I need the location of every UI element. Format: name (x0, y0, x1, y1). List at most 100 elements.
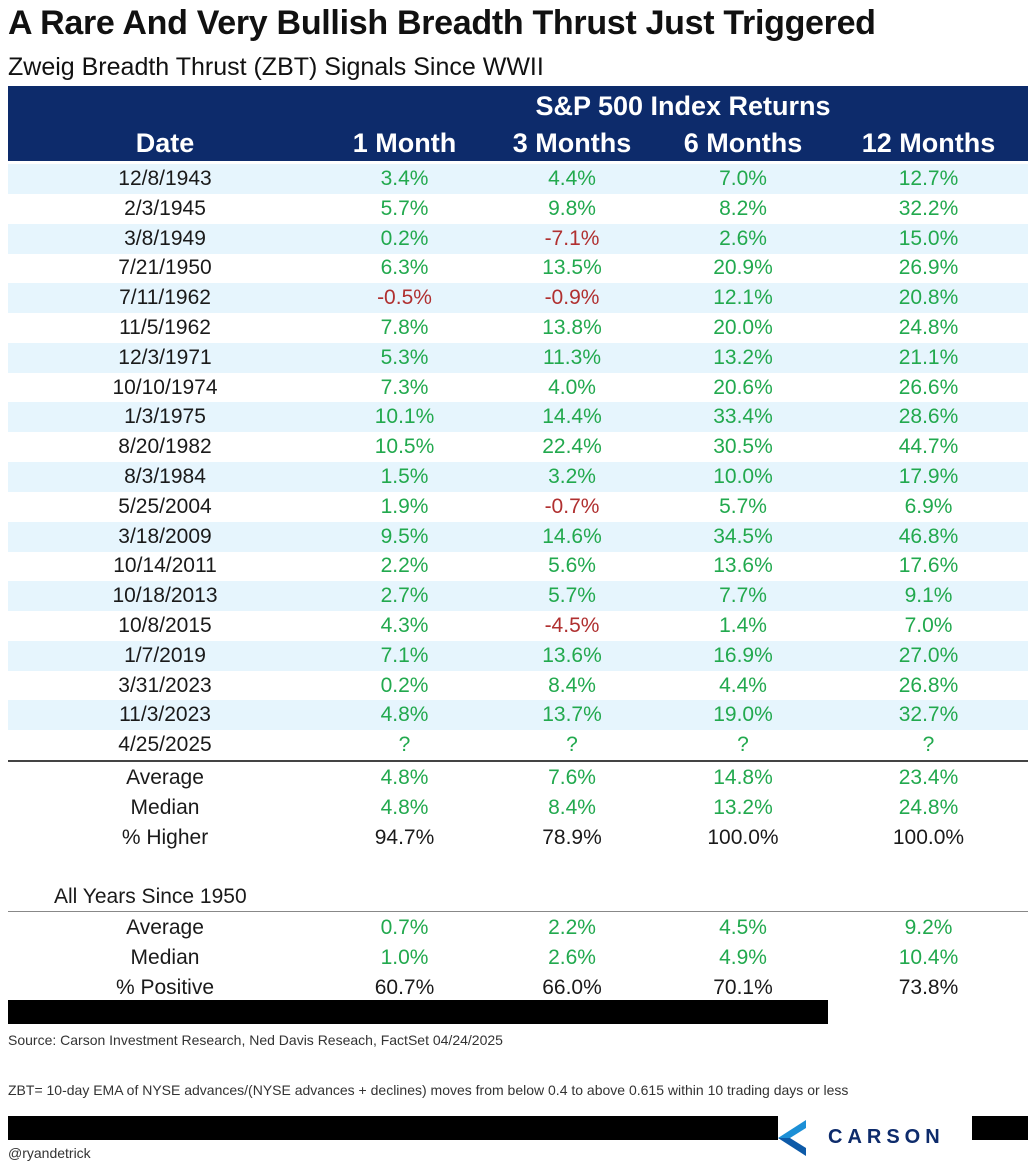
date-cell: 8/20/1982 (118, 435, 212, 459)
return-cell: 6.3% (380, 256, 429, 280)
table-row: 3/18/2009 9.5% 14.6% 34.5% 46.8% (8, 521, 1028, 552)
column-header-6-months: 6 Months (683, 128, 803, 158)
table-row: 3/31/2023 0.2% 8.4% 4.4% 26.8% (8, 671, 1028, 701)
return-cell: 20.9% (713, 256, 773, 280)
return-cell: 0.2% (380, 226, 429, 250)
date-cell: 1/3/1975 (124, 405, 206, 429)
return-cell: 5.6% (548, 554, 596, 578)
table-row: 12/3/1971 5.3% 11.3% 13.2% 21.1% (8, 342, 1028, 373)
carson-logo-text: CARSON (828, 1126, 945, 1148)
return-cell: -0.9% (544, 286, 600, 310)
table-header: S&P 500 Index Returns Date 1 Month 3 Mon… (8, 86, 1028, 161)
return-cell: 9.8% (548, 196, 596, 220)
date-cell: 8/3/1984 (124, 465, 206, 488)
return-cell: 12.7% (898, 167, 959, 190)
summary-value: 60.7% (374, 976, 435, 999)
return-cell: 5.7% (548, 584, 596, 608)
return-cell: 4.0% (548, 375, 596, 399)
redaction-bar (8, 1000, 828, 1024)
return-cell: 15.0% (898, 226, 959, 250)
summary-row: Average 0.7% 2.2% 4.5% 9.2% (8, 913, 1028, 943)
return-cell: 3.2% (548, 465, 596, 488)
summary-value: 2.6% (548, 946, 596, 969)
column-header-1-month: 1 Month (352, 128, 457, 158)
return-cell: 8.4% (548, 673, 596, 697)
return-cell: 17.9% (898, 465, 959, 488)
return-cell: 2.6% (719, 226, 767, 250)
summary-value: 4.8% (380, 796, 429, 819)
return-cell: 34.5% (713, 524, 773, 548)
page-subtitle: Zweig Breadth Thrust (ZBT) Signals Since… (8, 53, 544, 81)
return-cell: 8.2% (719, 196, 767, 220)
summary-value: 4.5% (719, 916, 767, 939)
return-cell: 32.7% (898, 703, 959, 727)
date-cell: 7/21/1950 (118, 256, 212, 280)
summary-label: Average (126, 766, 204, 789)
summary-value: 2.2% (548, 916, 596, 939)
return-cell: 13.6% (542, 643, 602, 667)
summary-value: 8.4% (548, 796, 596, 819)
summary-row: Median 4.8% 8.4% 13.2% 24.8% (8, 793, 1028, 823)
return-cell: 28.6% (898, 405, 959, 429)
date-cell: 3/18/2009 (118, 524, 212, 548)
return-cell: 32.2% (898, 196, 959, 220)
return-cell: 13.6% (713, 554, 773, 578)
return-cell: ? (566, 733, 578, 757)
return-cell: 2.2% (380, 554, 429, 578)
return-cell: 1.4% (719, 614, 767, 637)
return-cell: 5.7% (719, 494, 767, 518)
return-cell: 7.8% (380, 316, 429, 339)
return-cell: 7.1% (380, 643, 429, 667)
summary-value: 0.7% (380, 916, 429, 939)
column-header-3-months: 3 Months (512, 128, 632, 158)
table-row: 1/3/1975 10.1% 14.4% 33.4% 28.6% (8, 402, 1028, 433)
summary-row: % Higher 94.7% 78.9% 100.0% 100.0% (8, 823, 1028, 853)
summary-label: Median (130, 796, 200, 819)
date-cell: 1/7/2019 (124, 643, 206, 667)
group-header: S&P 500 Index Returns (535, 91, 831, 121)
summary-label: Average (126, 916, 204, 939)
redaction-bar (972, 1116, 1028, 1140)
summary-value: 23.4% (898, 766, 959, 789)
date-cell: 10/14/2011 (113, 554, 217, 578)
table-row: 7/21/1950 6.3% 13.5% 20.9% 26.9% (8, 253, 1028, 283)
return-cell: 20.8% (898, 286, 959, 310)
date-cell: 10/18/2013 (112, 584, 218, 608)
date-cell: 7/11/1962 (119, 286, 211, 310)
date-cell: 3/8/1949 (124, 226, 206, 250)
return-cell: 46.8% (898, 524, 959, 548)
summary-value: 9.2% (904, 916, 953, 939)
summary-value: 66.0% (542, 976, 602, 999)
table-row: 11/3/2023 4.8% 13.7% 19.0% 32.7% (8, 700, 1028, 731)
return-cell: 16.9% (713, 643, 773, 667)
table-row: 1/7/2019 7.1% 13.6% 16.9% 27.0% (8, 640, 1028, 671)
return-cell: 4.3% (380, 614, 429, 637)
return-cell: 9.5% (380, 524, 429, 548)
table-row: 5/25/2004 1.9% -0.7% 5.7% 6.9% (8, 492, 1028, 522)
return-cell: 27.0% (898, 643, 959, 667)
summary-row: Average 4.8% 7.6% 14.8% 23.4% (8, 763, 1028, 793)
table-row: 10/14/2011 2.2% 5.6% 13.6% 17.6% (8, 551, 1028, 581)
return-cell: 26.8% (898, 673, 959, 697)
all-years-label: All Years Since 1950 (54, 885, 247, 908)
date-cell: 12/8/1943 (118, 167, 212, 190)
return-cell: 5.7% (380, 196, 429, 220)
summary-value: 94.7% (374, 826, 435, 849)
return-cell: 14.6% (542, 524, 602, 548)
carson-logo-icon (778, 1120, 806, 1156)
summary-value: 70.1% (713, 976, 773, 999)
return-cell: 7.0% (904, 614, 953, 637)
return-cell: 11.3% (543, 345, 601, 369)
return-cell: 4.4% (548, 167, 596, 190)
return-cell: 24.8% (898, 316, 959, 339)
date-cell: 5/25/2004 (118, 494, 212, 518)
return-cell: 1.9% (380, 494, 429, 518)
return-cell: 0.2% (380, 673, 429, 697)
all-years-divider (8, 911, 1028, 912)
summary-value: 1.0% (380, 946, 429, 969)
return-cell: 10.1% (374, 405, 435, 429)
return-cell: -7.1% (544, 226, 600, 250)
summary-row: Median 1.0% 2.6% 4.9% 10.4% (8, 943, 1028, 973)
date-cell: 10/8/2015 (118, 614, 212, 637)
return-cell: 7.3% (380, 375, 429, 399)
